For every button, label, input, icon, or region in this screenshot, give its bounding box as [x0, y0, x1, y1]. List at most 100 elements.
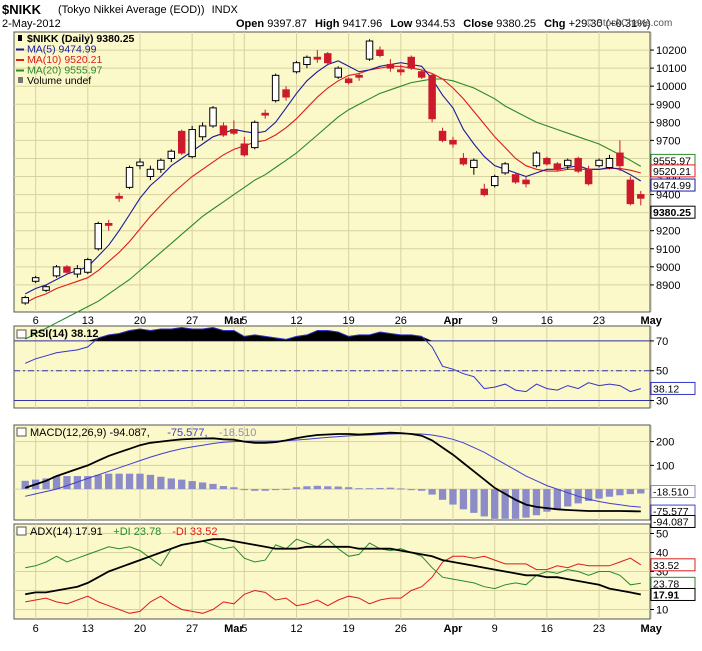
price-legend-2: MA(10) 9520.21 [27, 54, 102, 66]
candle [125, 165, 134, 190]
macd-hist-bar [386, 487, 395, 490]
symbol-title: $NIKK [2, 2, 41, 17]
candle-body [490, 176, 499, 187]
candle [209, 106, 217, 128]
candle [511, 172, 520, 184]
candle-body [626, 179, 635, 205]
xtick-label-0-10: 9 [492, 315, 498, 327]
ytick-label-price-2: 9100 [656, 244, 680, 256]
last-box-adx-2 [650, 587, 696, 601]
candle-body [63, 266, 71, 273]
macd-signal-line [25, 433, 641, 508]
candle-body [605, 157, 614, 168]
macd-hist-bar [543, 489, 551, 512]
macd-hist-bar [94, 474, 102, 490]
macd-hist-bar [209, 483, 217, 490]
ytick-label-price-10: 9900 [656, 99, 680, 111]
xtick-label-0-2: 20 [134, 315, 146, 327]
candle-body [501, 163, 509, 174]
xtick-label-1-3: 27 [186, 623, 198, 635]
macd-hist-bar [136, 473, 144, 490]
legend-swatch-0 [18, 35, 22, 41]
candle [324, 51, 332, 65]
macd-hist-bar [292, 487, 301, 490]
xtick-label-1-2: 20 [134, 623, 146, 635]
candle-body [104, 222, 113, 226]
macd-hist-bar [407, 489, 415, 491]
candle [595, 158, 603, 168]
candle-body [52, 266, 61, 277]
ytick-label-macd-2: 200 [656, 437, 674, 449]
candle-body [177, 130, 186, 154]
macd-hist-bar [219, 486, 228, 490]
xtick-label-0-7: 19 [343, 315, 355, 327]
candle-body [73, 268, 82, 275]
candle [543, 156, 551, 166]
macd-hist-bar [42, 478, 50, 490]
price-last-label-1: 9520.21 [653, 166, 691, 178]
adx-line [25, 538, 641, 596]
candle-body [564, 159, 572, 167]
candle-body [532, 152, 541, 167]
candle [115, 192, 123, 202]
xtick-label-0-0: 6 [33, 315, 39, 327]
macd-hist-bar [21, 480, 29, 490]
ytick-label-price-11: 10000 [656, 81, 687, 93]
candle [365, 39, 374, 61]
macd-hist-bar [157, 476, 165, 490]
candle [449, 136, 457, 148]
xtick-label-0-11: 16 [541, 315, 553, 327]
candle [470, 158, 478, 175]
candle [31, 275, 40, 284]
ytick-label-macd-1: 100 [656, 460, 674, 472]
macd-hist-bar [449, 489, 457, 505]
macd-last-label-2: -94.087 [653, 516, 689, 528]
exchange: INDX [211, 4, 238, 16]
candle-body [261, 112, 269, 116]
last-box-rsi-0 [650, 381, 696, 395]
candle-body [125, 166, 134, 188]
candle-body [146, 168, 155, 178]
candle-body [240, 143, 249, 156]
macd-hist-bar [198, 482, 207, 490]
candle [605, 154, 614, 170]
candle-body [417, 71, 426, 78]
price-last-box-3 [650, 205, 696, 219]
candle-body [480, 188, 489, 196]
macd-hist-bar [428, 489, 436, 495]
candle-body [157, 159, 165, 170]
macd-hist-bar [584, 489, 593, 501]
candle-body [303, 56, 311, 66]
candle [219, 122, 228, 137]
macd-hist-bar [73, 476, 82, 490]
candle [240, 136, 249, 157]
xtick-label-0-6: 12 [290, 315, 302, 327]
candle [104, 219, 113, 231]
legend-swatch-4 [18, 77, 23, 83]
xtick-label-0-13: May [641, 315, 663, 327]
candle-body [616, 152, 624, 167]
macd-hist-bar [188, 481, 196, 490]
candle [490, 174, 499, 188]
index-name: (Tokyo Nikkei Average (EOD)) INDX [58, 4, 238, 16]
macd-hist-bar [282, 488, 290, 490]
chg-value: +29.30 (+0.31%) [568, 18, 651, 30]
candle-body [470, 159, 478, 168]
price-legend-1: MA(5) 9474.99 [27, 44, 97, 56]
candle [261, 109, 269, 119]
ma5-line [24, 60, 642, 295]
candle-body [344, 78, 353, 84]
rsi-line [25, 326, 641, 393]
candle-body [553, 163, 562, 170]
last-label-adx-0: 33.52 [653, 560, 679, 572]
macd-hist-bar [605, 489, 614, 497]
date-label: 2-May-2012 [2, 18, 61, 30]
macd-line [24, 431, 641, 513]
price-last-label-2: 9474.99 [653, 180, 691, 192]
candle [564, 158, 572, 170]
macd-last-box-0 [650, 485, 696, 499]
xtick-label-0-8: 26 [395, 315, 407, 327]
candle [355, 73, 363, 81]
candle-body [282, 89, 290, 98]
